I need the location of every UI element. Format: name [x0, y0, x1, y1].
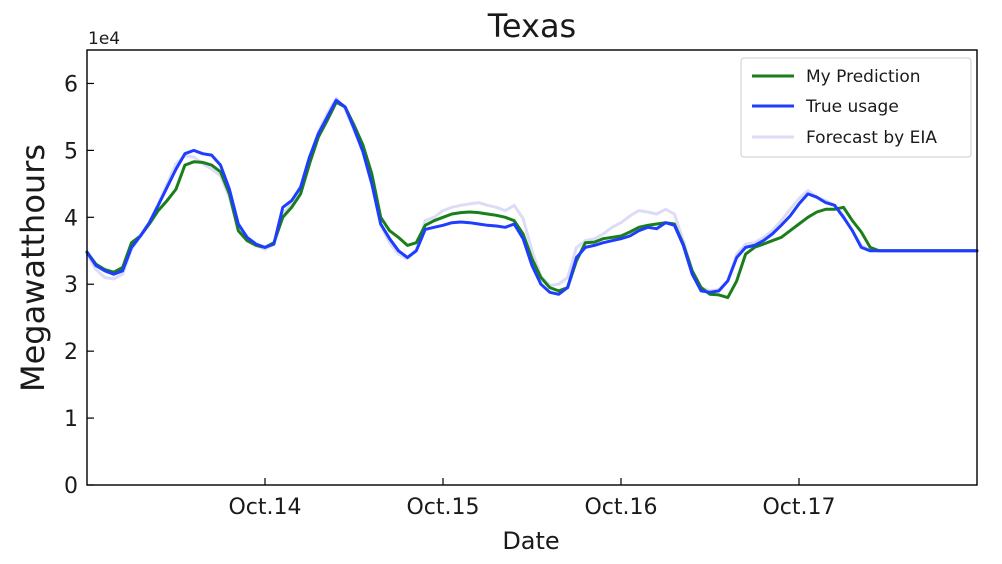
legend-label-my-prediction: My Prediction	[806, 67, 921, 87]
chart-title: Texas	[487, 7, 576, 45]
x-tick-label: Oct.17	[762, 495, 835, 520]
legend-label-forecast-by-eia: Forecast by EIA	[806, 128, 937, 148]
x-axis-label: Date	[502, 527, 559, 555]
y-tick-label: 6	[64, 72, 78, 97]
y-offset-text: 1e4	[88, 29, 120, 49]
y-axis-label: Megawatthours	[14, 144, 52, 392]
series-layer	[85, 96, 979, 300]
legend-box	[740, 57, 972, 158]
ticks-layer: 0 1 2 3 4 5 6 Oct.14 Oct.15 Oct.16 Oct.17	[64, 72, 836, 520]
y-tick-label: 2	[64, 340, 78, 365]
y-tick-label: 5	[64, 139, 78, 164]
y-tick-label: 1	[64, 407, 78, 432]
legend: My Prediction True usage Forecast by EIA	[740, 57, 972, 158]
x-tick-label: Oct.16	[584, 495, 657, 520]
plot-frame	[86, 49, 978, 486]
y-tick-label: 4	[64, 206, 78, 231]
x-tick-label: Oct.14	[228, 495, 301, 520]
y-tick-label: 0	[64, 474, 78, 499]
x-tick-label: Oct.15	[406, 495, 479, 520]
y-tick-label: 3	[64, 273, 78, 298]
series-line-true-usage	[85, 98, 979, 296]
legend-label-true-usage: True usage	[805, 97, 899, 117]
